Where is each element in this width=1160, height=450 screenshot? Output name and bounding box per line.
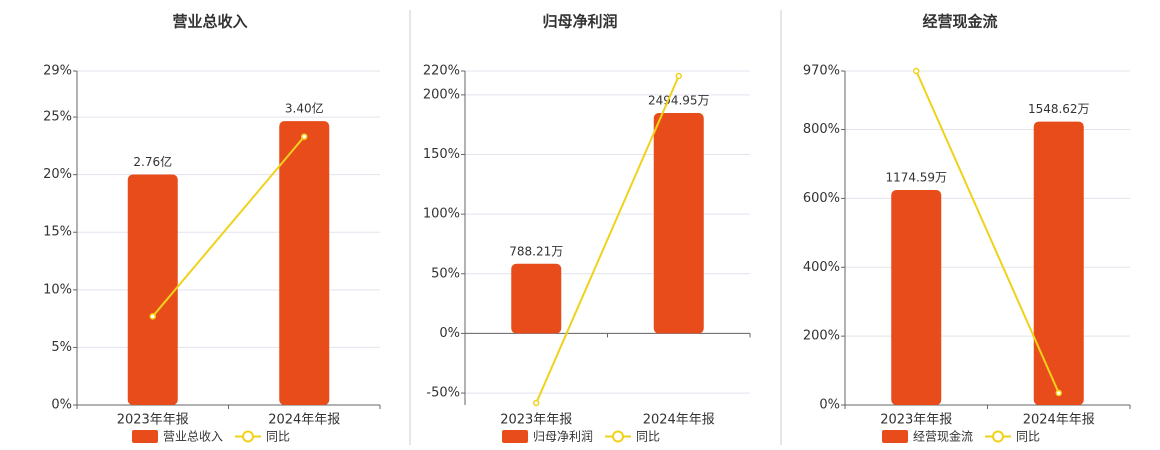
line (151, 136, 306, 317)
point (301, 133, 308, 140)
value-label: 1174.59万 (885, 171, 947, 185)
x-tick-label: 2023年年报 (500, 413, 572, 428)
y-tick-label: 15% (43, 225, 72, 240)
line (915, 70, 1060, 394)
y-tick-label: 25% (43, 110, 72, 125)
bar (127, 174, 178, 405)
point (675, 72, 682, 80)
bar (279, 121, 330, 405)
chart-title: 经营现金流 (922, 13, 997, 31)
y-tick-label: 10% (43, 282, 72, 297)
value-label: 788.21万 (509, 244, 563, 258)
y-tick-label: 100% (423, 207, 460, 222)
legend-swatch (502, 430, 528, 443)
bar (653, 112, 704, 334)
x-tick-label: 2024年年报 (268, 413, 340, 428)
legend-swatch (882, 430, 908, 443)
y-tick-label: 400% (803, 260, 840, 275)
x-tick-label: 2023年年报 (880, 413, 952, 428)
x-tick-label: 2023年年报 (117, 413, 189, 428)
bar (511, 263, 562, 334)
bar (891, 190, 942, 405)
point (1055, 389, 1062, 397)
point (533, 399, 540, 407)
value-label: 1548.62万 (1028, 102, 1090, 116)
legend-label: 同比 (266, 430, 290, 444)
value-label: 2494.95万 (648, 93, 710, 107)
value-label: 2.76亿 (133, 154, 172, 169)
y-tick-label: 200% (803, 329, 840, 344)
point (149, 313, 156, 320)
legend-swatch (132, 430, 158, 443)
line (535, 75, 680, 404)
chart-title: 归母净利润 (542, 13, 617, 31)
y-tick-label: 600% (803, 191, 840, 206)
point (913, 67, 920, 75)
y-tick-label: 970% (803, 64, 840, 79)
y-tick-label: 50% (431, 266, 460, 281)
legend-label: 营业总收入 (163, 430, 223, 444)
legend-swatch (612, 430, 625, 443)
legend-swatch (242, 430, 255, 443)
x-tick-label: 2024年年报 (643, 413, 715, 428)
y-tick-label: 0% (819, 398, 840, 413)
y-tick-label: 0% (439, 326, 460, 341)
y-tick-label: 20% (43, 167, 72, 182)
y-tick-label: 150% (423, 147, 460, 162)
x-tick-label: 2024年年报 (1023, 413, 1095, 428)
legend-swatch (992, 430, 1005, 443)
y-tick-label: 29% (43, 64, 72, 79)
y-tick-label: 800% (803, 122, 840, 137)
y-tick-label: -50% (426, 386, 460, 401)
bar (1033, 121, 1084, 405)
legend-label: 同比 (636, 430, 660, 444)
chart-title: 营业总收入 (172, 13, 247, 31)
legend-label: 经营现金流 (913, 429, 973, 444)
legend-label: 同比 (1016, 430, 1040, 444)
y-tick-label: 200% (423, 87, 460, 102)
legend-label: 归母净利润 (533, 430, 593, 444)
y-tick-label: 220% (423, 64, 460, 79)
y-tick-label: 0% (51, 398, 72, 413)
y-tick-label: 5% (51, 340, 72, 355)
value-label: 3.40亿 (285, 101, 324, 116)
